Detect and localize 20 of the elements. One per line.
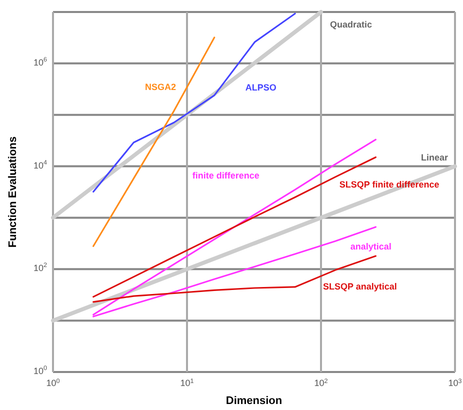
x-tick-label: 10$^{2}$ bbox=[314, 378, 328, 388]
series-label: Linear bbox=[420, 152, 448, 163]
x-axis-title: Dimension bbox=[226, 395, 282, 407]
line-series bbox=[92, 12, 296, 193]
x-tick-label: 10$^{3}$ bbox=[448, 378, 462, 388]
line-series bbox=[92, 36, 216, 247]
series-label: Quadratic bbox=[330, 19, 372, 30]
series-label: ALPSO bbox=[245, 82, 276, 93]
y-tick-label: 10$^{4}$ bbox=[33, 159, 48, 171]
y-tick-label: 10$^{2}$ bbox=[33, 262, 48, 274]
y-tick-label: 10$^{0}$ bbox=[33, 365, 48, 376]
series-label: SLSQP finite difference bbox=[339, 179, 440, 190]
series-label: analytical bbox=[350, 242, 392, 252]
x-tick-label: 10$^{1}$ bbox=[180, 378, 194, 388]
y-axis-title: Function Evaluations bbox=[7, 136, 19, 248]
x-tick-label: 10$^{0}$ bbox=[46, 378, 60, 388]
series-label: SLSQP analytical bbox=[323, 281, 397, 292]
y-tick-label: 10$^{6}$ bbox=[33, 56, 48, 68]
text: finite difference bbox=[192, 170, 260, 181]
series-label: NSGA2 bbox=[145, 82, 176, 92]
